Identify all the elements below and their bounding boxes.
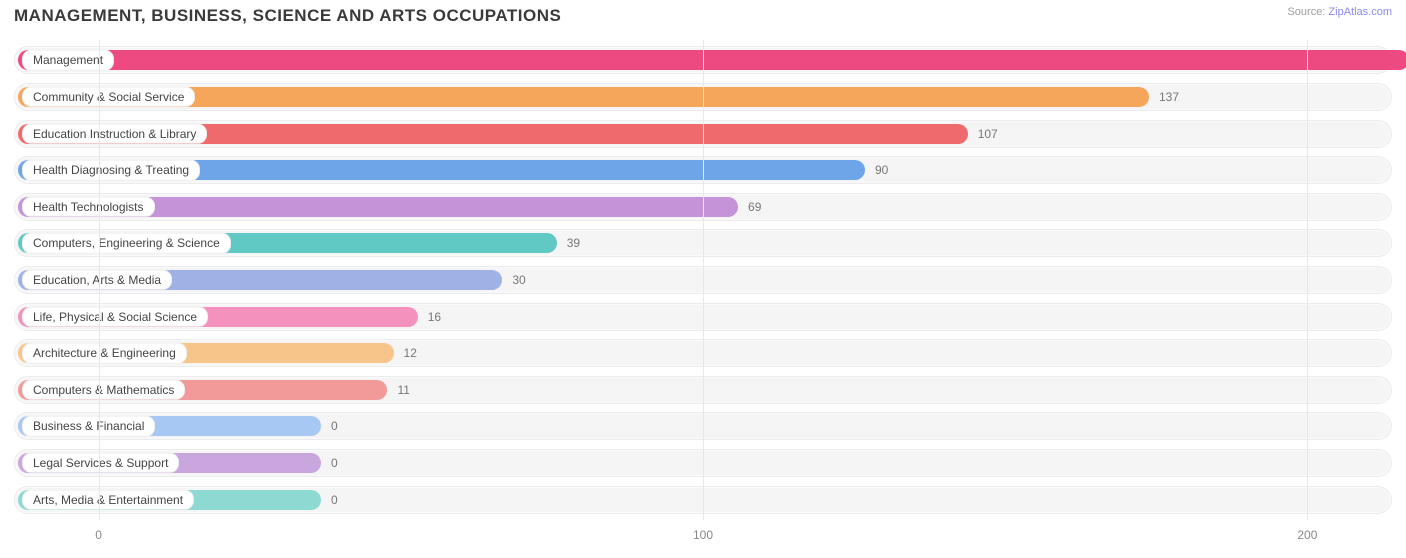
bar-label: Community & Social Service (22, 87, 195, 107)
bar-label: Education, Arts & Media (22, 270, 172, 290)
x-axis: 0 100 200 (14, 526, 1392, 546)
bar-label: Business & Financial (22, 416, 155, 436)
bar-value: 0 (331, 456, 338, 470)
gridline (1307, 40, 1308, 520)
x-tick-label: 200 (1297, 528, 1317, 542)
bar-fill (18, 50, 1406, 70)
gridline (99, 40, 100, 520)
gridline (703, 40, 704, 520)
chart-title: MANAGEMENT, BUSINESS, SCIENCE AND ARTS O… (14, 6, 561, 26)
bar-value: 69 (748, 200, 761, 214)
bar-chart: Management180Community & Social Service1… (14, 40, 1392, 546)
bar-label: Health Diagnosing & Treating (22, 160, 200, 180)
plot-area: Management180Community & Social Service1… (14, 40, 1392, 520)
bar-value: 0 (331, 493, 338, 507)
bar-label: Legal Services & Support (22, 453, 179, 473)
bar-value: 16 (428, 310, 441, 324)
bar-label: Arts, Media & Entertainment (22, 489, 194, 509)
bar-label: Architecture & Engineering (22, 343, 187, 363)
x-tick-label: 100 (693, 528, 713, 542)
bar-label: Computers, Engineering & Science (22, 233, 231, 253)
source-prefix: Source: (1287, 6, 1328, 18)
bar-label: Computers & Mathematics (22, 380, 185, 400)
source-label: Source: ZipAtlas.com (1287, 6, 1392, 18)
bar-label: Health Technologists (22, 197, 155, 217)
source-link[interactable]: ZipAtlas.com (1328, 6, 1392, 18)
bar-value: 107 (978, 127, 998, 141)
bar-value: 11 (397, 383, 409, 397)
bar-label: Management (22, 50, 114, 70)
bar-value: 90 (875, 163, 888, 177)
x-tick-label: 0 (95, 528, 102, 542)
bar-value: 30 (512, 273, 525, 287)
bar-value: 12 (404, 346, 417, 360)
bar-value: 39 (567, 236, 580, 250)
bar-value: 137 (1159, 90, 1179, 104)
bar-value: 0 (331, 419, 338, 433)
bar-label: Education Instruction & Library (22, 123, 207, 143)
bar-label: Life, Physical & Social Science (22, 306, 208, 326)
